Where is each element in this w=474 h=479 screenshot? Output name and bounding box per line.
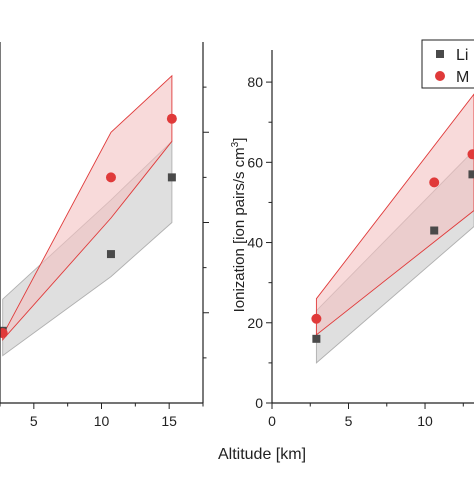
data-point-circle [166,113,177,124]
right-panel: 0 5 10 0 20 40 60 80 Li M [247,39,474,429]
legend-box [421,39,474,89]
y-tick-label: 40 [247,235,263,251]
x-tick-label: 0 [268,413,276,429]
data-point-circle [429,177,440,188]
y-tick-label: 80 [247,74,263,90]
legend-marker-square [436,50,444,58]
legend-label: M [456,69,469,86]
red-uncertainty-band [2,74,173,341]
y-tick-label: 20 [247,315,263,331]
x-tick-label: 5 [345,413,353,429]
y-label-main: Ionization [ion pairs/s cm [231,147,248,312]
data-point-circle [311,313,322,324]
data-point-square [312,334,321,343]
legend-label: Li [456,47,468,64]
y-label-close: ] [231,138,248,142]
data-point-square [430,226,439,235]
x-tick-label: 5 [30,413,38,429]
x-tick-label: 10 [94,413,110,429]
data-point-circle [467,149,474,160]
data-point-square [167,173,176,182]
shared-x-axis-label: Altitude [km] [218,446,306,463]
red-uncertainty-band [315,93,474,336]
y-tick-label: 0 [255,395,263,411]
legend-marker-circle [435,71,445,81]
data-point-circle [105,172,116,183]
y-label-superscript: 3 [230,141,241,147]
x-tick-label: 10 [417,413,433,429]
data-point-circle [0,328,8,339]
left-panel: 5 10 15 [0,42,209,429]
data-point-square [468,170,474,179]
data-point-square [106,250,115,259]
x-tick-label: 15 [161,413,177,429]
right-y-axis-label: Ionization [ion pairs/s cm3] [230,138,248,313]
y-tick-label: 60 [247,154,263,170]
